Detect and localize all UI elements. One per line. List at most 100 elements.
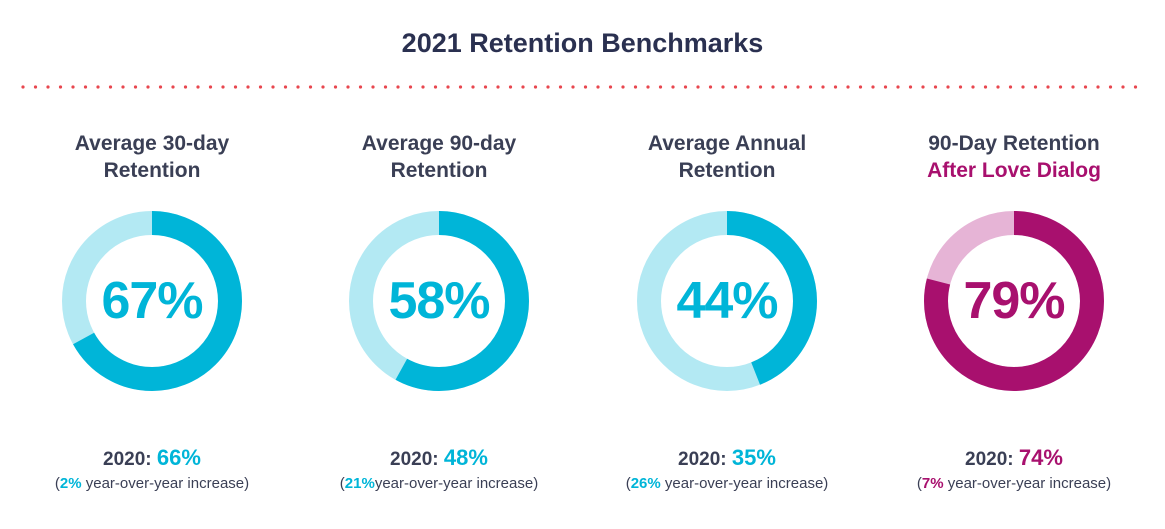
divider-dot xyxy=(533,85,538,89)
donut-chart: 44% xyxy=(637,211,817,391)
divider-dot xyxy=(746,85,750,89)
divider-dot xyxy=(1133,85,1138,89)
divider-dot xyxy=(858,85,863,89)
previous-year-value: 66% xyxy=(156,445,201,470)
previous-year-value: 74% xyxy=(1018,445,1063,470)
divider-dot xyxy=(846,85,850,89)
divider-dot xyxy=(758,85,763,89)
previous-year-value: 48% xyxy=(443,445,488,470)
note-open: ( xyxy=(339,475,345,492)
yoy-note: (2% year-over-year increase) xyxy=(12,475,292,492)
divider-dot xyxy=(221,85,225,89)
divider-dot xyxy=(196,85,200,89)
divider-dot xyxy=(1033,85,1038,89)
note-text: year-over-year increase) xyxy=(660,475,829,492)
divider-dot xyxy=(558,85,563,89)
card-title: Average Annual Retention xyxy=(587,130,867,190)
divider-dot xyxy=(996,85,1000,89)
divider-dot xyxy=(246,85,250,89)
divider-dot xyxy=(121,85,125,89)
divider-dot xyxy=(346,85,350,89)
donut-value-label: 58% xyxy=(388,272,490,330)
note-open: ( xyxy=(625,475,631,492)
divider-dot xyxy=(958,85,963,89)
divider-dot xyxy=(896,85,900,89)
note-text: year-over-year increase) xyxy=(943,475,1112,492)
yoy-note: (26% year-over-year increase) xyxy=(587,475,867,492)
divider-dot xyxy=(483,85,488,89)
divider-dot xyxy=(571,85,575,89)
divider-dot xyxy=(821,85,825,89)
donut-value-segment xyxy=(637,211,817,391)
page-title: 2021 Retention Benchmarks xyxy=(401,28,764,58)
divider-dot xyxy=(1021,85,1025,89)
divider-dot xyxy=(833,85,838,89)
divider-dot xyxy=(358,85,363,89)
note-text: year-over-year increase) xyxy=(81,475,250,492)
divider-dot xyxy=(983,85,988,89)
card-title: 90-Day Retention After Love Dialog xyxy=(874,130,1154,190)
divider-dot xyxy=(21,85,25,89)
divider-dot xyxy=(946,85,950,89)
previous-year-label: 2020: xyxy=(390,449,439,470)
divider-dot xyxy=(971,85,975,89)
divider-dot xyxy=(508,85,513,89)
previous-year-line: 2020: 48% xyxy=(299,445,579,471)
divider-dot xyxy=(708,85,713,89)
divider-dot xyxy=(271,85,275,89)
previous-year-line: 2020: 66% xyxy=(12,445,292,471)
divider-dot xyxy=(333,85,338,89)
divider-dot xyxy=(583,85,588,89)
divider-dot xyxy=(908,85,913,89)
divider-dot xyxy=(33,85,38,89)
divider-dot xyxy=(521,85,525,89)
divider-dot xyxy=(283,85,288,89)
divider-dot xyxy=(208,85,213,89)
previous-year-line: 2020: 35% xyxy=(587,445,867,471)
divider-dot xyxy=(1008,85,1013,89)
divider-dot xyxy=(921,85,925,89)
divider-dot xyxy=(596,85,600,89)
divider-dot xyxy=(408,85,413,89)
previous-year-value: 35% xyxy=(731,445,776,470)
divider-dot xyxy=(396,85,400,89)
divider-dot xyxy=(933,85,938,89)
card-title-line1: Average Annual xyxy=(647,132,807,155)
divider-dot xyxy=(671,85,675,89)
chart-card-90-day: Average 90-day Retention 58% 2020: 48% (… xyxy=(299,130,579,510)
divider-dot xyxy=(808,85,813,89)
divider-dot xyxy=(1096,85,1100,89)
divider-dot xyxy=(621,85,625,89)
divider-dot xyxy=(721,85,725,89)
divider-dot xyxy=(633,85,638,89)
card-title: Average 90-day Retention xyxy=(299,130,579,190)
donut-chart: 67% xyxy=(62,211,242,391)
divider-dot xyxy=(108,85,113,89)
divider-dot xyxy=(458,85,463,89)
donut-value-label: 67% xyxy=(101,272,203,330)
card-title-line2: After Love Dialog xyxy=(927,159,1101,182)
divider-dot xyxy=(1046,85,1050,89)
divider-dot xyxy=(658,85,663,89)
divider-dot xyxy=(783,85,788,89)
divider-dot xyxy=(1083,85,1088,89)
divider-dot xyxy=(233,85,238,89)
divider-dot xyxy=(696,85,700,89)
note-text: year-over-year increase) xyxy=(374,475,539,492)
previous-year-label: 2020: xyxy=(103,449,152,470)
divider-dot xyxy=(883,85,888,89)
yoy-note: (21%year-over-year increase) xyxy=(299,475,579,492)
yoy-note: (7% year-over-year increase) xyxy=(874,475,1154,492)
yoy-percent: 21% xyxy=(344,475,375,492)
card-title-line1: 90-Day Retention xyxy=(928,132,1100,155)
divider-dot xyxy=(796,85,800,89)
divider-dot xyxy=(771,85,775,89)
donut-value-label: 79% xyxy=(963,272,1065,330)
divider-dot xyxy=(1121,85,1125,89)
chart-card-love-dialog: 90-Day Retention After Love Dialog 79% 2… xyxy=(874,130,1154,510)
divider-dot xyxy=(46,85,50,89)
yoy-percent: 2% xyxy=(59,475,82,492)
card-title-line1: Average 30-day xyxy=(74,132,230,155)
divider-dot xyxy=(146,85,150,89)
note-open: ( xyxy=(916,475,922,492)
